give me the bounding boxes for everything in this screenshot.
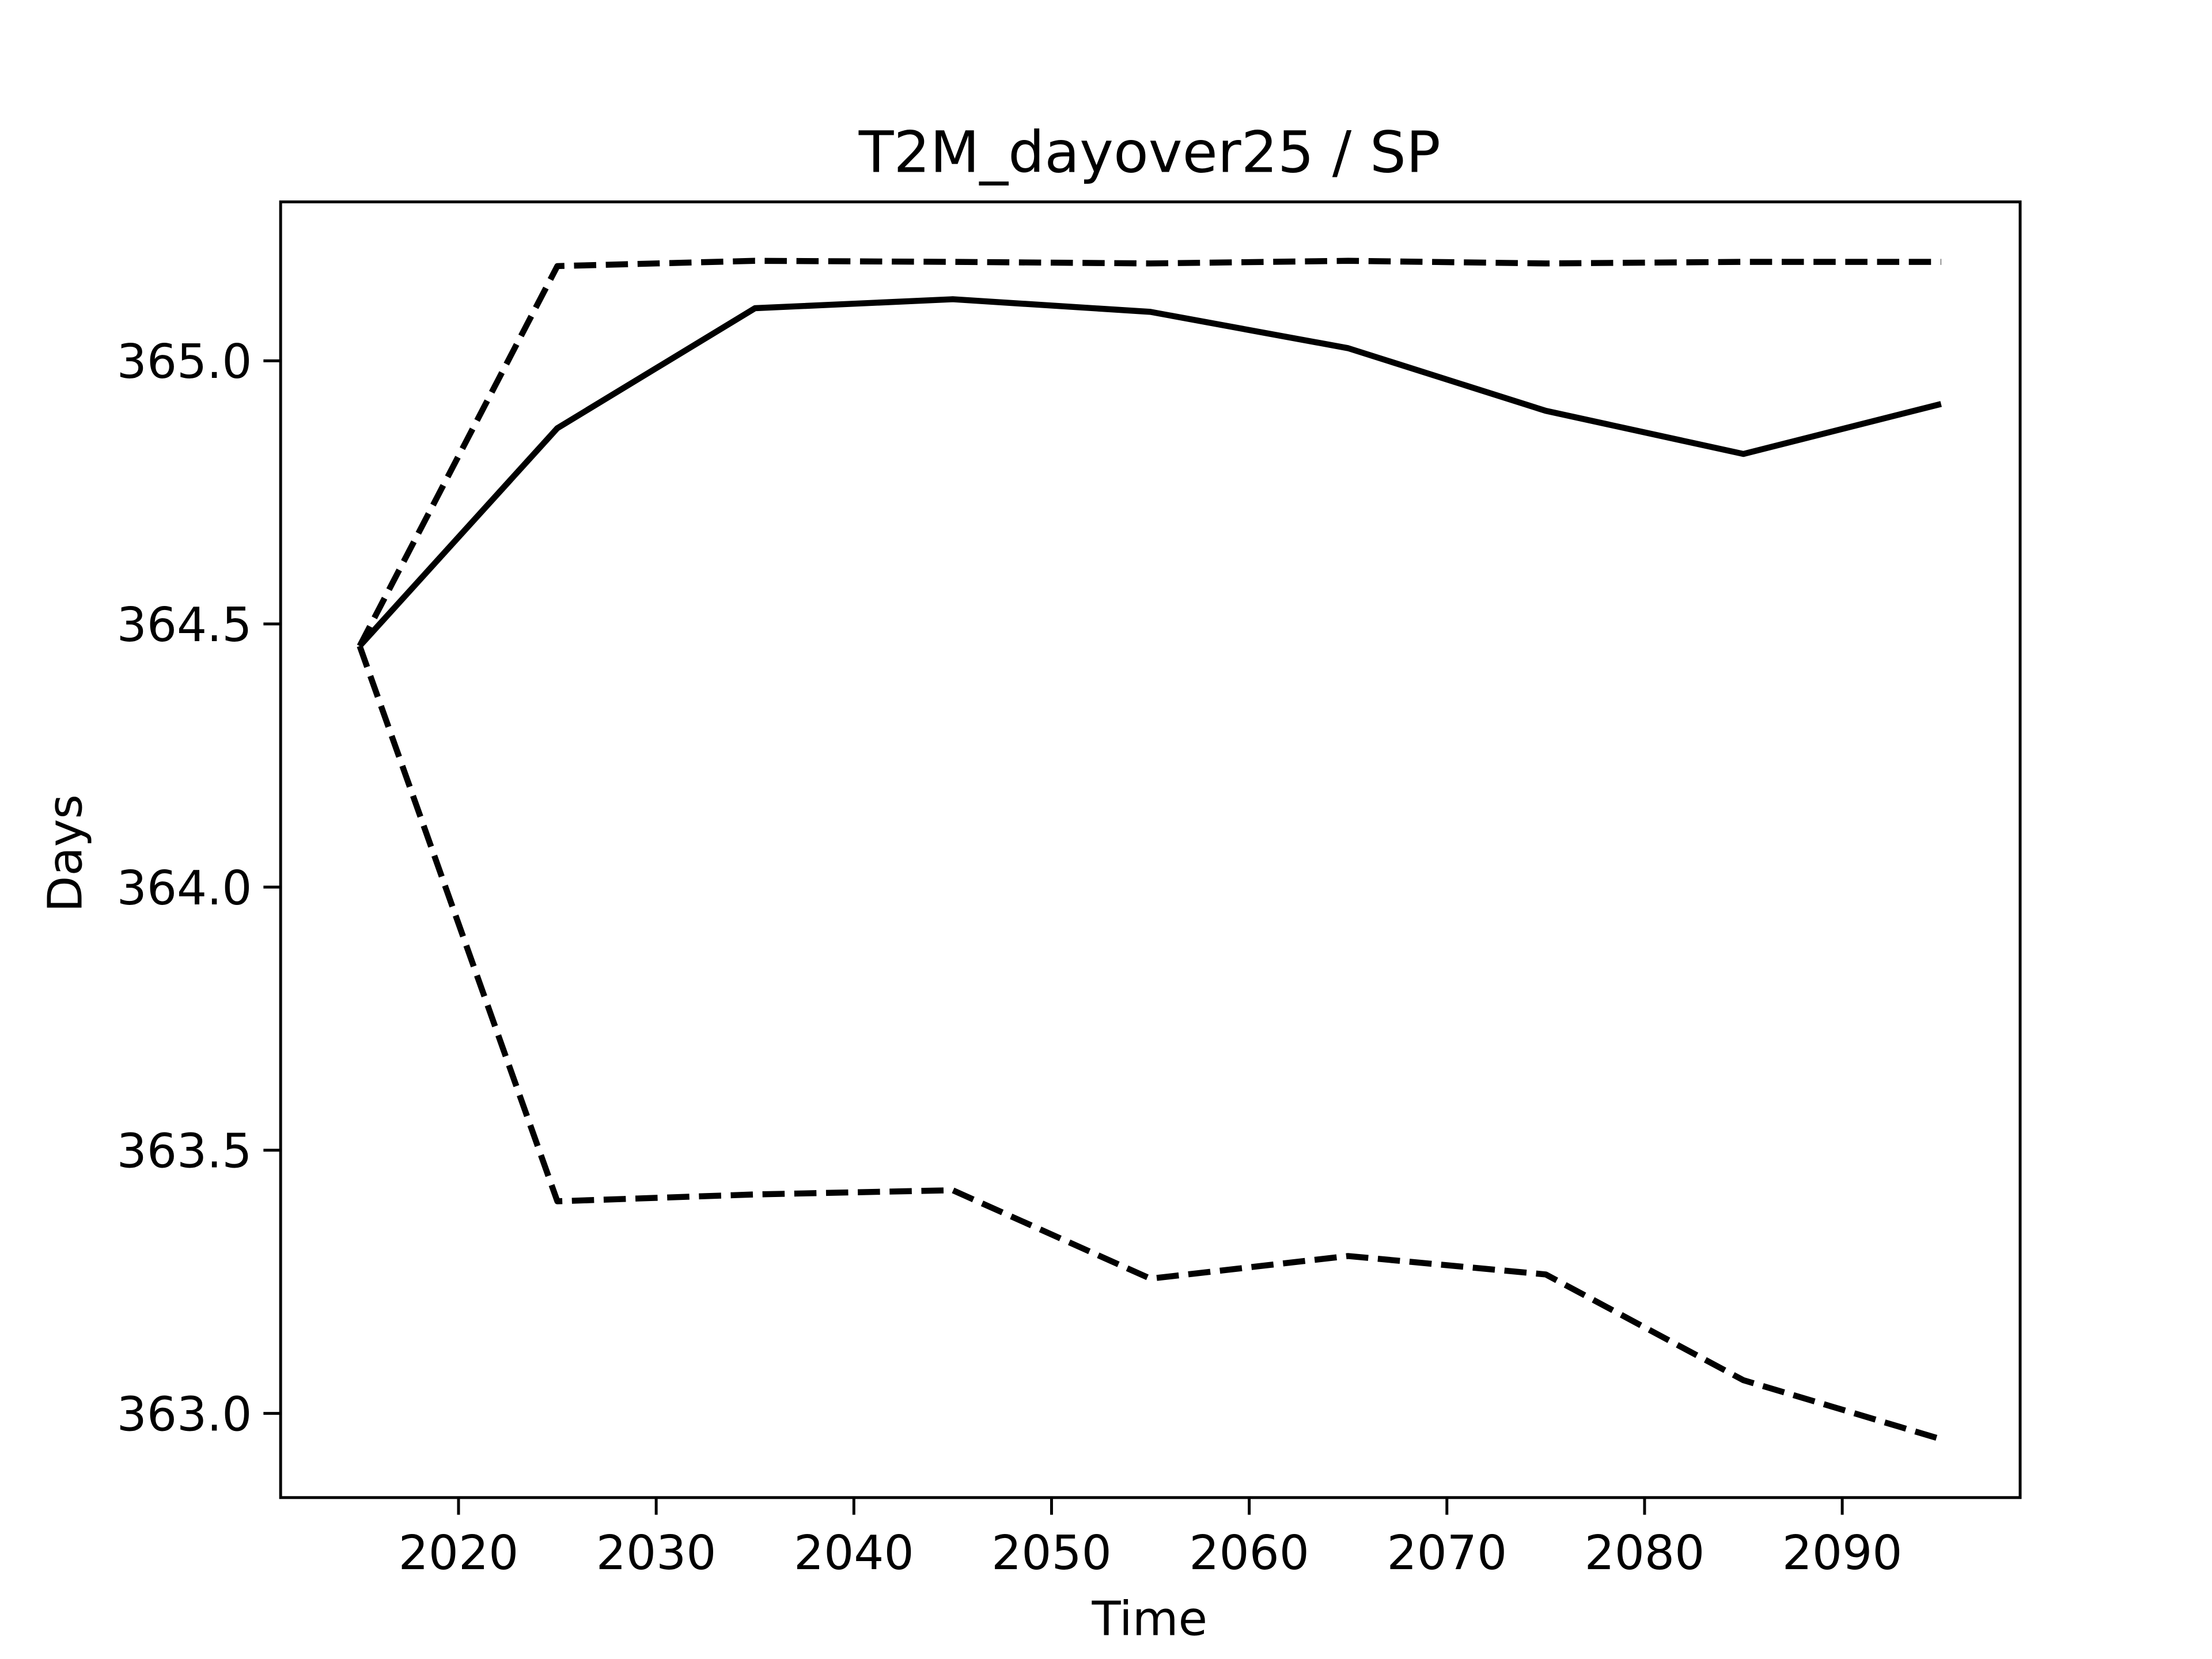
x-tick-label: 2050 <box>991 1526 1112 1581</box>
y-axis-label: Days <box>39 794 93 912</box>
y-tick-label: 363.0 <box>117 1387 252 1442</box>
plot-frame <box>279 200 2022 1499</box>
x-tick-label: 2080 <box>1585 1526 1705 1581</box>
x-tick-label: 2090 <box>1782 1526 1903 1581</box>
x-tick-label: 2020 <box>399 1526 519 1581</box>
y-tick-label: 363.5 <box>117 1124 252 1179</box>
x-tick-label: 2030 <box>596 1526 717 1581</box>
data-line <box>357 296 1942 649</box>
x-tick-label: 2060 <box>1189 1526 1309 1581</box>
y-tick-label: 364.5 <box>117 598 252 653</box>
y-tick-label: 364.0 <box>117 861 252 916</box>
data-line <box>357 645 1942 1442</box>
x-tick-label: 2040 <box>794 1526 914 1581</box>
x-axis-label: Time <box>1091 1592 1207 1646</box>
y-tick-label: 365.0 <box>117 335 252 389</box>
chart-title: T2M_dayover25 / SP <box>858 119 1441 185</box>
x-tick-label: 2070 <box>1387 1526 1507 1581</box>
data-line <box>357 257 1941 647</box>
